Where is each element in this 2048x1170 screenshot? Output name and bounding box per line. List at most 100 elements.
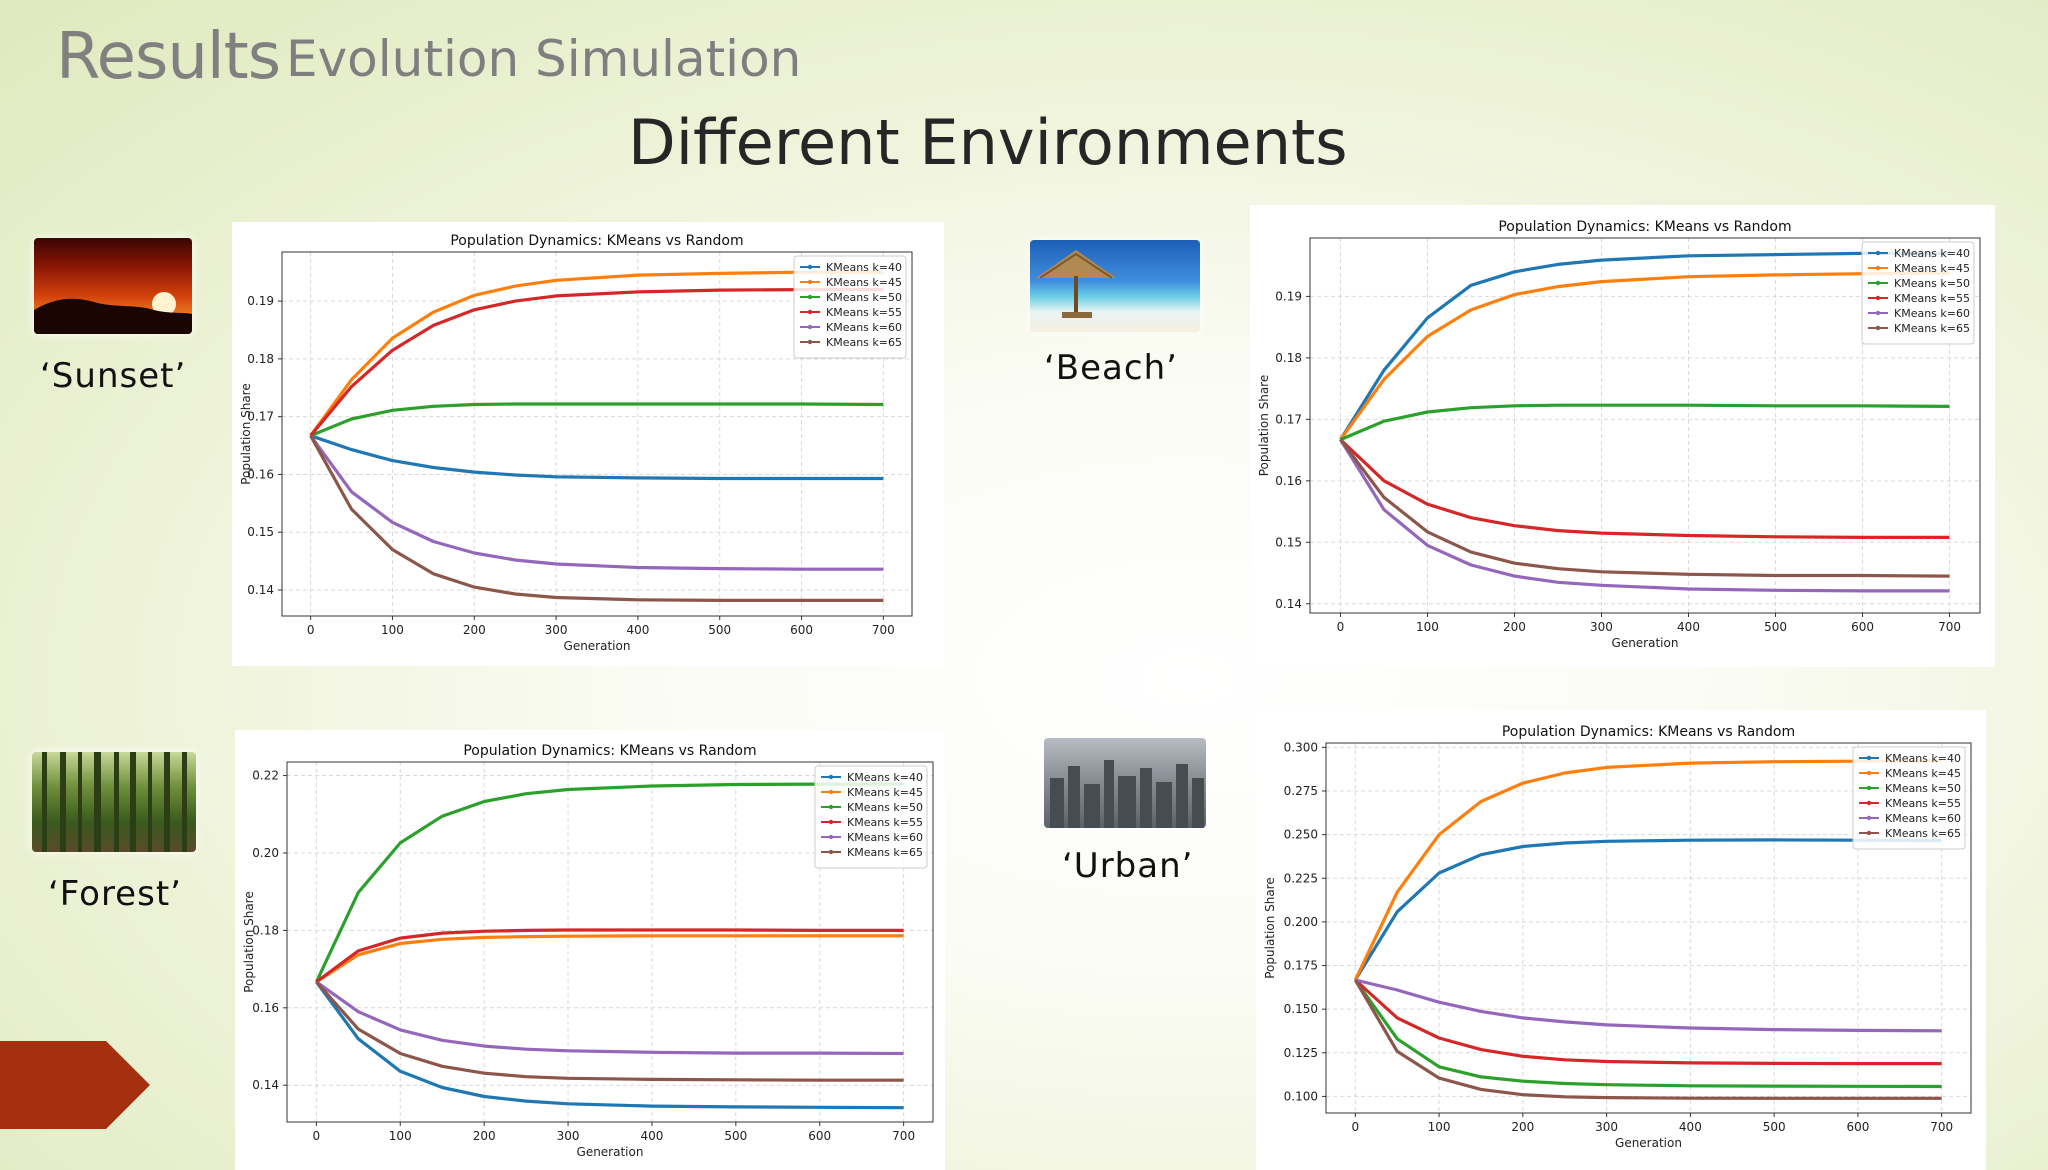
- y-tick-label: 0.19: [1275, 289, 1302, 303]
- legend-label: KMeans k=60: [847, 831, 923, 844]
- chart-panel-beach: 0 100 200 300 400 500 600 700 0.14 0.15 0.16 0.17 0.…: [1250, 205, 1995, 667]
- y-axis-label: Population Share: [239, 383, 253, 485]
- legend-label: KMeans k=65: [1894, 322, 1970, 335]
- x-tick-label: 700: [892, 1129, 915, 1143]
- y-tick-label: 0.100: [1284, 1089, 1318, 1103]
- series-line-kmeans-k-40: [310, 434, 884, 481]
- chart-panel-sunset: 0 100 200 300 400 500 600 700 0.14 0.15 0.16 0.17 0.…: [232, 222, 944, 666]
- x-tick-label: 300: [557, 1129, 580, 1143]
- legend-marker: [1866, 800, 1872, 806]
- legend-label: KMeans k=45: [1894, 262, 1970, 275]
- chart-title: Population Dynamics: KMeans vs Random: [450, 233, 743, 249]
- legend-box: [814, 765, 928, 869]
- y-axis-label: Population Share: [1263, 877, 1277, 979]
- plot-frame: [286, 761, 934, 1123]
- series-line-kmeans-k-40: [315, 980, 904, 1110]
- x-tick-label: 500: [708, 623, 731, 637]
- x-tick-label: 500: [724, 1129, 747, 1143]
- x-tick-label: 200: [473, 1129, 496, 1143]
- series-line-kmeans-k-65: [309, 434, 884, 602]
- legend-label: KMeans k=45: [847, 786, 923, 799]
- legend-label: KMeans k=55: [826, 306, 902, 319]
- y-tick-label: 0.150: [1284, 1002, 1318, 1016]
- trees-icon: [42, 752, 187, 852]
- legend-label: KMeans k=40: [1885, 752, 1961, 765]
- series-line-kmeans-k-50: [309, 402, 884, 438]
- x-tick-label: 500: [1763, 1120, 1786, 1134]
- legend-marker: [807, 279, 813, 285]
- x-tick-label: 300: [1595, 1120, 1618, 1134]
- chart-title: Population Dynamics: KMeans vs Random: [463, 743, 756, 759]
- y-tick-label: 0.15: [1275, 535, 1302, 549]
- series-line-kmeans-k-40: [1339, 251, 1950, 441]
- legend-marker: [1875, 325, 1881, 331]
- legend: KMeans k=40 KMeans k=45 KMeans k=50 KMeans …: [814, 765, 928, 869]
- y-tick-label: 0.19: [247, 294, 274, 308]
- x-tick-label: 400: [626, 623, 649, 637]
- y-tick-label: 0.125: [1284, 1046, 1318, 1060]
- legend-label: KMeans k=40: [826, 261, 902, 274]
- y-tick-label: 0.14: [1275, 597, 1302, 611]
- legend-marker: [1866, 755, 1872, 761]
- y-tick-label: 0.175: [1284, 959, 1318, 973]
- y-tick-label: 0.17: [1275, 412, 1302, 426]
- plot-frame: [281, 251, 913, 617]
- x-axis-label: Generation: [1615, 1136, 1682, 1150]
- y-tick-label: 0.15: [247, 525, 274, 539]
- y-tick-label: 0.20: [252, 846, 279, 860]
- legend-label: KMeans k=45: [826, 276, 902, 289]
- legend-marker: [1875, 250, 1881, 256]
- legend-marker: [828, 849, 834, 855]
- legend-label: KMeans k=65: [847, 846, 923, 859]
- slide-subtitle: Evolution Simulation: [286, 30, 802, 88]
- chart-panel-urban: 0 100 200 300 400 500 600 700 0.100 0.125 0.150 0.1…: [1256, 710, 1986, 1170]
- series-line-kmeans-k-45: [309, 270, 884, 437]
- x-tick-label: 100: [1428, 1120, 1451, 1134]
- env-label-forest: ‘Forest’: [48, 874, 182, 914]
- env-label-urban: ‘Urban’: [1062, 846, 1194, 886]
- umbrella-icon: [1036, 250, 1116, 318]
- series-line-kmeans-k-60: [1354, 978, 1942, 1033]
- legend-marker: [807, 324, 813, 330]
- x-tick-label: 400: [640, 1129, 663, 1143]
- legend-label: KMeans k=50: [847, 801, 923, 814]
- x-tick-label: 700: [1930, 1120, 1953, 1134]
- series-line-kmeans-k-60: [315, 980, 904, 1056]
- x-tick-label: 700: [872, 623, 895, 637]
- y-tick-label: 0.18: [247, 352, 274, 366]
- y-tick-label: 0.16: [247, 467, 274, 481]
- legend-label: KMeans k=60: [1894, 307, 1970, 320]
- x-tick-label: 200: [1503, 620, 1526, 634]
- series-line-kmeans-k-50: [1339, 403, 1950, 442]
- chart-title: Population Dynamics: KMeans vs Random: [1502, 724, 1795, 740]
- legend-box: [1852, 746, 1966, 850]
- plot-frame: [1309, 237, 1981, 614]
- legend-marker: [1875, 295, 1881, 301]
- legend-marker: [807, 264, 813, 270]
- x-tick-label: 600: [790, 623, 813, 637]
- legend-label: KMeans k=60: [1885, 812, 1961, 825]
- y-axis-label: Population Share: [242, 891, 256, 993]
- grid: [1326, 743, 1971, 1113]
- x-tick-label: 400: [1677, 620, 1700, 634]
- y-tick-label: 0.200: [1284, 915, 1318, 929]
- x-tick-label: 100: [389, 1129, 412, 1143]
- legend-marker: [828, 774, 834, 780]
- series-line-kmeans-k-65: [315, 980, 904, 1082]
- x-tick-label: 0: [1351, 1120, 1359, 1134]
- x-tick-label: 600: [1846, 1120, 1869, 1134]
- legend-label: KMeans k=55: [1894, 292, 1970, 305]
- x-tick-label: 0: [313, 1129, 321, 1143]
- sunset-image: [34, 238, 192, 334]
- legend-marker: [1875, 265, 1881, 271]
- chart-forest: 0 100 200 300 400 500 600 700 0.14 0.16 0.18 0.20 0.…: [242, 743, 934, 1159]
- x-tick-label: 400: [1679, 1120, 1702, 1134]
- legend-marker: [1875, 310, 1881, 316]
- x-tick-label: 200: [463, 623, 486, 637]
- legend-marker: [807, 309, 813, 315]
- legend-label: KMeans k=50: [826, 291, 902, 304]
- legend-label: KMeans k=65: [1885, 827, 1961, 840]
- x-tick-label: 500: [1764, 620, 1787, 634]
- x-tick-label: 200: [1511, 1120, 1534, 1134]
- legend-marker: [1866, 770, 1872, 776]
